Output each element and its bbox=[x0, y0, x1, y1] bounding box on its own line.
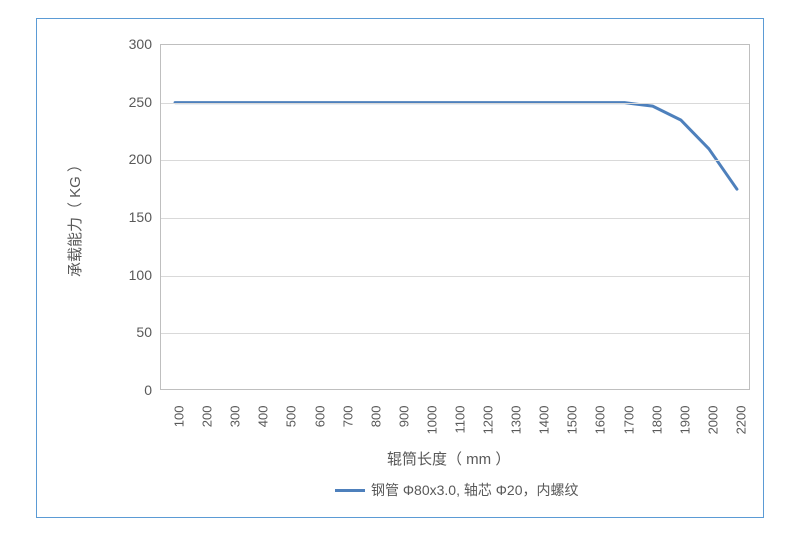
x-tick-label: 400 bbox=[256, 406, 271, 428]
y-tick-label: 150 bbox=[112, 209, 152, 225]
y-tick-label: 300 bbox=[112, 36, 152, 52]
x-tick-label: 1500 bbox=[565, 406, 580, 435]
x-tick-label: 1300 bbox=[509, 406, 524, 435]
x-axis-label: 辊筒长度（ mm ） bbox=[387, 448, 510, 469]
x-tick-label: 1000 bbox=[424, 406, 439, 435]
x-tick-label: 1200 bbox=[481, 406, 496, 435]
x-tick-label: 100 bbox=[172, 406, 187, 428]
gridline bbox=[161, 333, 749, 334]
y-tick-label: 200 bbox=[112, 151, 152, 167]
x-tick-label: 700 bbox=[340, 406, 355, 428]
gridline bbox=[161, 160, 749, 161]
x-tick-label: 2200 bbox=[733, 406, 748, 435]
y-tick-label: 50 bbox=[112, 324, 152, 340]
y-tick-label: 100 bbox=[112, 267, 152, 283]
y-axis-label: 承载能力（ KG ） bbox=[64, 157, 85, 277]
y-tick-label: 250 bbox=[112, 94, 152, 110]
x-tick-label: 2000 bbox=[705, 406, 720, 435]
x-tick-label: 300 bbox=[228, 406, 243, 428]
gridline bbox=[161, 218, 749, 219]
x-tick-label: 900 bbox=[396, 406, 411, 428]
x-tick-label: 1800 bbox=[649, 406, 664, 435]
legend: 钢管 Φ80x3.0, 轴芯 Φ20，内螺纹 bbox=[335, 480, 579, 500]
y-tick-label: 0 bbox=[112, 382, 152, 398]
x-tick-label: 800 bbox=[368, 406, 383, 428]
legend-label: 钢管 Φ80x3.0, 轴芯 Φ20，内螺纹 bbox=[371, 480, 579, 500]
x-tick-label: 600 bbox=[312, 406, 327, 428]
x-tick-label: 1600 bbox=[593, 406, 608, 435]
x-tick-label: 1100 bbox=[453, 406, 468, 434]
x-tick-label: 1700 bbox=[621, 406, 636, 435]
x-tick-label: 1400 bbox=[537, 406, 552, 435]
legend-line-marker bbox=[335, 489, 365, 492]
x-tick-label: 200 bbox=[200, 406, 215, 428]
x-tick-label: 1900 bbox=[677, 406, 692, 435]
gridline bbox=[161, 276, 749, 277]
x-tick-label: 500 bbox=[284, 406, 299, 428]
series-path bbox=[175, 103, 737, 190]
plot-area bbox=[160, 44, 750, 390]
gridline bbox=[161, 103, 749, 104]
line-chart: 承载能力（ KG ） 辊筒长度（ mm ） 钢管 Φ80x3.0, 轴芯 Φ20… bbox=[36, 18, 764, 518]
